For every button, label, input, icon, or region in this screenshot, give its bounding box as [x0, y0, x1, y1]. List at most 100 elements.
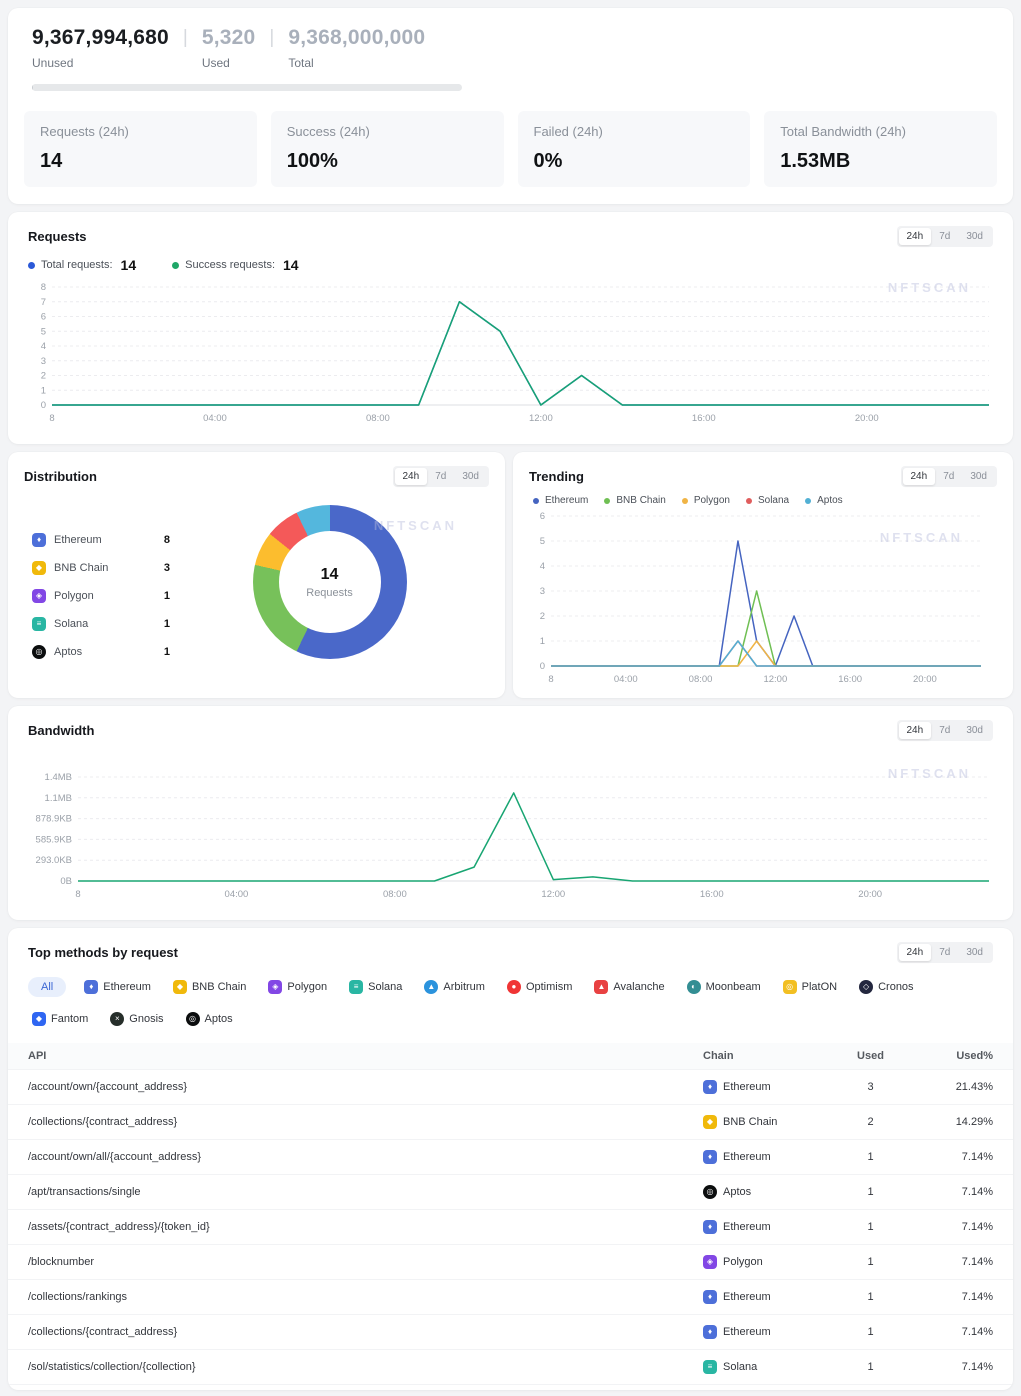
used-cell: 1	[818, 1384, 923, 1390]
period-option-7d[interactable]: 7d	[931, 944, 958, 961]
platon-icon: ◎	[782, 980, 797, 994]
used-cell: 1	[818, 1279, 923, 1315]
stat-card-label: Success (24h)	[286, 124, 370, 139]
chain-name: Ethereum	[723, 1081, 771, 1093]
distribution-legend-value: 3	[163, 562, 170, 574]
period-option-24h[interactable]: 24h	[898, 722, 932, 739]
period-option-7d[interactable]: 7d	[931, 228, 958, 245]
requests-card: Requests 24h 7d 30d Total requests: 14 Succe…	[8, 212, 1013, 444]
ethereum-icon: ♦	[703, 1080, 717, 1094]
chip-label: Fantom	[51, 1013, 89, 1025]
solana-icon: ≡	[32, 617, 46, 631]
moonbeam-icon: ◐	[686, 980, 701, 994]
quota-unused-label: Unused	[32, 56, 74, 70]
chain-cell: ♦ Ethereum	[703, 1209, 818, 1245]
chain-chip-fantom[interactable]: ◆ Fantom	[28, 1009, 92, 1029]
solana-icon: ≡	[349, 980, 364, 994]
solana-icon: ≡	[703, 1360, 717, 1374]
period-option-24h[interactable]: 24h	[898, 944, 932, 961]
svg-text:16:00: 16:00	[700, 889, 724, 900]
chain-chip-optimism[interactable]: ● Optimism	[503, 977, 576, 997]
period-option-30d[interactable]: 30d	[958, 944, 991, 961]
api-cell: /statistics/ranking/marketcap	[8, 1384, 703, 1390]
stat-card: Requests (24h) 14	[24, 111, 257, 187]
svg-text:5: 5	[540, 536, 545, 547]
used-pct-cell: 7.14%	[923, 1244, 1013, 1280]
legend-value: 14	[283, 257, 299, 273]
chip-label: Cronos	[878, 981, 914, 993]
chain-chip-arbitrum[interactable]: ▲ Arbitrum	[420, 977, 489, 997]
legend-dot	[604, 497, 611, 504]
svg-text:5: 5	[41, 326, 46, 337]
period-option-24h[interactable]: 24h	[898, 228, 932, 245]
period-option-30d[interactable]: 30d	[958, 722, 991, 739]
svg-text:293.0KB: 293.0KB	[36, 855, 72, 866]
cronos-icon: ◇	[859, 980, 874, 994]
distribution-period-toggle: 24h 7d 30d	[392, 466, 489, 487]
chain-chip-bnb-chain[interactable]: ◆ BNB Chain	[169, 977, 250, 997]
distribution-legend-value: 1	[163, 590, 170, 602]
svg-text:1.1MB: 1.1MB	[45, 793, 72, 804]
trending-line-chart: 0 1 2 3 4 5 6 8 04:00 08:00 12:00 16:00 20:00	[540, 511, 981, 685]
trending-period-toggle: 24h 7d 30d	[900, 466, 997, 487]
svg-text:878.9KB: 878.9KB	[36, 814, 72, 825]
legend-dot	[172, 261, 180, 269]
stat-card-value: 14	[40, 150, 63, 172]
chip-label: BNB Chain	[191, 981, 247, 993]
chain-chip-all[interactable]: All	[28, 977, 67, 997]
used-cell: 1	[818, 1139, 923, 1175]
period-option-7d[interactable]: 7d	[427, 468, 454, 485]
chain-chip-moonbeam[interactable]: ◐ Moonbeam	[683, 977, 765, 997]
distribution-legend-item: ♦ Ethereum 8	[32, 533, 170, 547]
bnb-chain-icon: ◆	[172, 980, 187, 994]
chain-chip-aptos[interactable]: ◎ Aptos	[182, 1009, 237, 1029]
chain-chip-cronos[interactable]: ◇ Cronos	[855, 977, 917, 997]
chain-name: Ethereum	[723, 1221, 771, 1233]
chain-name: Polygon	[723, 1256, 763, 1268]
quota-unused-value: 9,367,994,680	[32, 26, 169, 49]
period-option-30d[interactable]: 30d	[454, 468, 487, 485]
quota-total-label: Total	[288, 56, 314, 70]
distribution-title: Distribution	[24, 469, 97, 484]
chain-cell: ♦ Ethereum	[703, 1139, 818, 1175]
fantom-icon: ◆	[32, 1012, 46, 1026]
ethereum-icon: ♦	[703, 1220, 717, 1234]
methods-table: API Chain Used Used% /account/own/{account_…	[8, 1043, 1013, 1390]
chain-name: Ethereum	[723, 1326, 771, 1338]
period-option-30d[interactable]: 30d	[962, 468, 995, 485]
chain-chip-solana[interactable]: ≡ Solana	[345, 977, 406, 997]
chain-chip-avalanche[interactable]: ▲ Avalanche	[590, 977, 668, 997]
svg-text:08:00: 08:00	[383, 889, 407, 900]
period-option-7d[interactable]: 7d	[931, 722, 958, 739]
bandwidth-line-chart: 0B 293.0KB 585.9KB 878.9KB 1.1MB 1.4MB 8 04:00 0…	[36, 772, 989, 900]
period-option-30d[interactable]: 30d	[958, 228, 991, 245]
svg-text:2: 2	[41, 371, 46, 382]
chip-label: PlatON	[801, 981, 838, 993]
svg-text:0B: 0B	[60, 876, 72, 887]
ethereum-icon: ♦	[703, 1325, 717, 1339]
avalanche-icon: ▲	[594, 980, 609, 994]
period-option-7d[interactable]: 7d	[935, 468, 962, 485]
svg-text:04:00: 04:00	[614, 674, 638, 685]
chain-chip-gnosis[interactable]: × Gnosis	[106, 1009, 167, 1029]
chain-chip-polygon[interactable]: ◈ Polygon	[264, 977, 331, 997]
chain-chip-ethereum[interactable]: ♦ Ethereum	[80, 977, 155, 997]
period-option-24h[interactable]: 24h	[902, 468, 936, 485]
methods-card: Top methods by request 24h 7d 30d All ♦ Ethe…	[8, 928, 1013, 1390]
svg-text:20:00: 20:00	[858, 889, 882, 900]
chip-label: Aptos	[204, 1013, 233, 1025]
svg-text:7: 7	[41, 297, 46, 308]
chain-name: BNB Chain	[723, 1116, 778, 1128]
bandwidth-period-toggle: 24h 7d 30d	[896, 720, 993, 741]
trending-title: Trending	[529, 469, 584, 484]
used-pct-cell: 7.14%	[923, 1174, 1013, 1210]
period-option-24h[interactable]: 24h	[394, 468, 428, 485]
bnb-chain-icon: ◆	[703, 1115, 717, 1129]
chip-label: Ethereum	[103, 981, 151, 993]
quota-separator: |	[269, 27, 275, 48]
requests-legend: Total requests: 14 Success requests: 14	[8, 247, 1013, 273]
chip-label: Avalanche	[613, 981, 665, 993]
chip-label: Arbitrum	[443, 981, 485, 993]
chain-chip-platon[interactable]: ◎ PlatON	[779, 977, 841, 997]
